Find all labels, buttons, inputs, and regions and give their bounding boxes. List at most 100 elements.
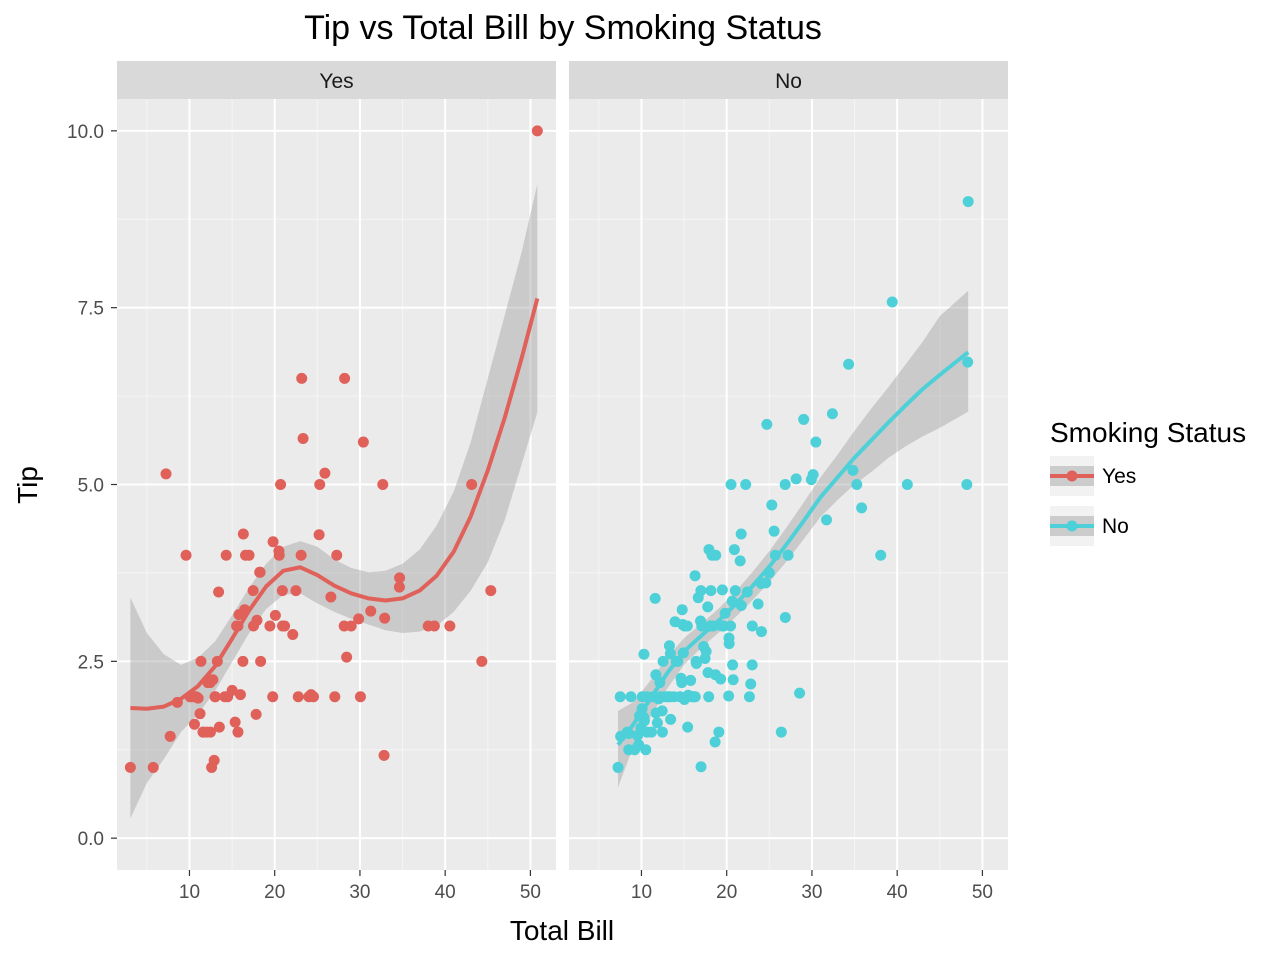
data-point bbox=[614, 691, 626, 703]
data-point bbox=[798, 413, 810, 425]
data-point bbox=[651, 717, 663, 729]
y-tick-label: 5.0 bbox=[78, 476, 104, 497]
data-point bbox=[394, 572, 406, 584]
data-point bbox=[353, 613, 365, 625]
data-point bbox=[379, 612, 391, 624]
data-point bbox=[746, 659, 758, 671]
data-point bbox=[746, 620, 758, 632]
data-point bbox=[180, 549, 192, 561]
data-point bbox=[710, 549, 722, 561]
data-point bbox=[676, 604, 688, 616]
data-point bbox=[296, 372, 308, 384]
data-point bbox=[625, 691, 637, 703]
smooth-line bbox=[130, 297, 540, 711]
y-tick-label: 2.5 bbox=[78, 652, 104, 673]
data-point bbox=[725, 479, 737, 490]
legend-item-yes: Yes bbox=[1050, 456, 1136, 496]
x-tick-label: 50 bbox=[520, 882, 541, 903]
data-point bbox=[713, 726, 725, 738]
data-point bbox=[339, 372, 351, 384]
panel-yes-confidence-band bbox=[130, 183, 538, 819]
data-point bbox=[716, 584, 728, 596]
data-point bbox=[755, 626, 767, 638]
x-tick-label: 40 bbox=[887, 882, 908, 903]
data-point bbox=[716, 620, 728, 632]
data-point bbox=[962, 356, 974, 368]
legend-title: Smoking Status bbox=[1050, 417, 1246, 448]
data-point bbox=[292, 691, 304, 703]
data-point bbox=[779, 479, 791, 490]
panel-yes-points bbox=[124, 125, 543, 773]
data-point bbox=[243, 549, 255, 561]
data-point bbox=[640, 744, 652, 756]
data-point bbox=[696, 620, 708, 632]
legend: Smoking Status Yes No bbox=[1050, 417, 1246, 546]
legend-label-yes: Yes bbox=[1102, 465, 1136, 488]
confidence-band bbox=[130, 183, 538, 819]
data-point bbox=[794, 687, 806, 699]
data-point bbox=[734, 555, 746, 567]
data-point bbox=[269, 609, 281, 621]
data-point bbox=[234, 689, 246, 701]
data-point bbox=[810, 436, 822, 448]
x-tick-label: 30 bbox=[349, 882, 370, 903]
legend-label-no: No bbox=[1102, 515, 1129, 538]
data-point bbox=[847, 464, 859, 476]
data-point bbox=[689, 570, 701, 582]
data-point bbox=[650, 707, 662, 719]
data-point bbox=[531, 125, 543, 137]
data-point bbox=[735, 528, 747, 540]
x-tick-label: 20 bbox=[716, 882, 737, 903]
data-point bbox=[702, 601, 714, 613]
data-point bbox=[725, 620, 737, 632]
data-point bbox=[656, 726, 668, 738]
data-point bbox=[709, 736, 721, 748]
data-point bbox=[341, 651, 353, 663]
x-tick-label: 10 bbox=[179, 882, 200, 903]
data-point bbox=[826, 408, 838, 420]
data-point bbox=[790, 473, 802, 485]
data-point bbox=[229, 716, 241, 728]
data-point bbox=[752, 598, 764, 610]
data-point bbox=[237, 655, 249, 667]
data-point bbox=[700, 645, 712, 657]
data-point bbox=[276, 585, 288, 597]
data-point bbox=[851, 479, 863, 490]
data-point bbox=[226, 684, 238, 696]
data-point bbox=[354, 691, 366, 703]
x-axis-title: Total Bill bbox=[510, 915, 614, 946]
data-point bbox=[645, 726, 657, 738]
x-axis-yes: 10 20 30 40 50 bbox=[179, 870, 541, 903]
data-point bbox=[305, 689, 317, 701]
data-point bbox=[766, 499, 778, 511]
data-point bbox=[267, 691, 279, 703]
data-point bbox=[255, 655, 267, 667]
y-axis: 0.0 2.5 5.0 7.5 10.0 bbox=[67, 122, 117, 850]
data-point bbox=[782, 549, 794, 561]
data-point bbox=[213, 721, 225, 733]
data-point bbox=[273, 549, 285, 561]
data-point bbox=[729, 585, 741, 597]
data-point bbox=[875, 549, 887, 561]
data-point bbox=[314, 479, 326, 490]
panel-no-confidence-band bbox=[618, 290, 969, 788]
data-point bbox=[313, 529, 325, 541]
data-point bbox=[264, 620, 276, 632]
data-point bbox=[649, 592, 661, 604]
data-point bbox=[961, 479, 973, 490]
data-point bbox=[665, 713, 677, 725]
data-point bbox=[357, 436, 369, 448]
data-point bbox=[160, 468, 172, 480]
data-point bbox=[254, 566, 266, 578]
data-point bbox=[466, 479, 478, 490]
chart-title: Tip vs Total Bill by Smoking Status bbox=[304, 9, 822, 47]
data-point bbox=[743, 691, 755, 703]
data-point bbox=[147, 761, 159, 773]
data-point bbox=[204, 726, 216, 738]
data-point bbox=[209, 691, 221, 703]
data-point bbox=[775, 726, 787, 738]
data-point bbox=[329, 691, 341, 703]
data-point bbox=[319, 467, 331, 479]
data-point bbox=[745, 678, 757, 690]
